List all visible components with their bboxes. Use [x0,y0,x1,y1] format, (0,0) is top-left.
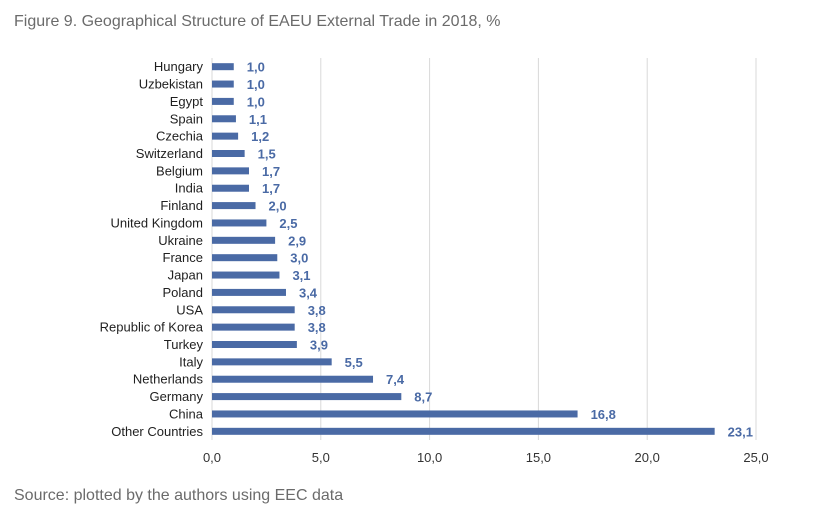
category-label: Republic of Korea [100,320,204,335]
data-label: 3,4 [299,285,318,300]
category-label: Finland [160,198,203,213]
bar [212,115,236,123]
x-tick-label: 15,0 [526,450,551,465]
bar [212,132,239,140]
category-label: India [175,181,204,196]
bar [212,306,295,314]
bar [212,219,267,227]
data-label: 16,8 [591,407,616,422]
category-label: Germany [150,389,204,404]
category-label: Egypt [170,94,204,109]
bar [212,410,578,418]
figure-source: Source: plotted by the authors using EEC… [14,487,344,504]
category-label: China [169,406,204,421]
category-label: Italy [179,354,203,369]
bar [212,288,286,296]
data-label: 23,1 [728,424,753,439]
data-label: 1,1 [249,112,267,127]
category-label: Czechia [156,129,204,144]
bar [212,184,249,192]
x-tick-label: 10,0 [417,450,442,465]
data-label: 7,4 [386,372,405,387]
data-label: 3,9 [310,338,328,353]
category-label: Poland [163,285,203,300]
data-label: 1,0 [247,94,265,109]
data-label: 2,0 [269,199,287,214]
bar [212,254,278,262]
x-tick-label: 25,0 [743,450,768,465]
bar [212,271,280,279]
bar [212,167,249,175]
bar [212,375,374,383]
category-label: Turkey [164,337,204,352]
bar [212,341,297,348]
bar [212,202,256,210]
figure-title: Figure 9. Geographical Structure of EAEU… [14,13,501,30]
category-label: Japan [168,268,203,283]
bar [212,323,295,331]
data-label: 5,5 [345,355,363,370]
data-label: 3,8 [308,320,326,335]
category-label: Ukraine [158,233,203,248]
bar [212,358,332,366]
bar [212,80,234,88]
x-tick-label: 0,0 [203,450,221,465]
bar [212,97,234,105]
bar [212,63,234,71]
data-label: 2,9 [288,233,306,248]
category-label: Belgium [156,163,203,178]
tick-layer: 0,0 5,0 10,0 15,0 20,0 25,0 [203,450,769,465]
category-label: Uzbekistan [139,77,203,92]
label-layer: Hungary 1,0 Uzbekistan 1,0 Egypt 1,0 Spain 1,1 C… [100,59,753,439]
bar [212,236,276,244]
category-label: Spain [170,111,203,126]
data-label: 1,2 [251,129,269,144]
category-label: Other Countries [111,424,203,439]
data-label: 1,0 [247,60,265,75]
bar-layer [212,63,715,435]
data-label: 3,8 [308,303,326,318]
data-label: 1,7 [262,164,280,179]
bar [212,150,245,157]
category-label: Hungary [154,59,204,74]
category-label: France [163,250,203,265]
category-label: Netherlands [133,372,204,387]
data-label: 3,1 [292,268,310,283]
bar [212,427,715,435]
bar [212,393,402,401]
data-label: 2,5 [279,216,297,231]
x-tick-label: 5,0 [312,450,330,465]
data-label: 1,5 [258,147,276,162]
category-label: USA [176,302,203,317]
x-tick-label: 20,0 [635,450,660,465]
data-label: 8,7 [414,390,432,405]
category-label: United Kingdom [111,215,204,230]
category-label: Switzerland [136,146,203,161]
data-label: 3,0 [290,251,308,266]
data-label: 1,7 [262,181,280,196]
data-label: 1,0 [247,77,265,92]
